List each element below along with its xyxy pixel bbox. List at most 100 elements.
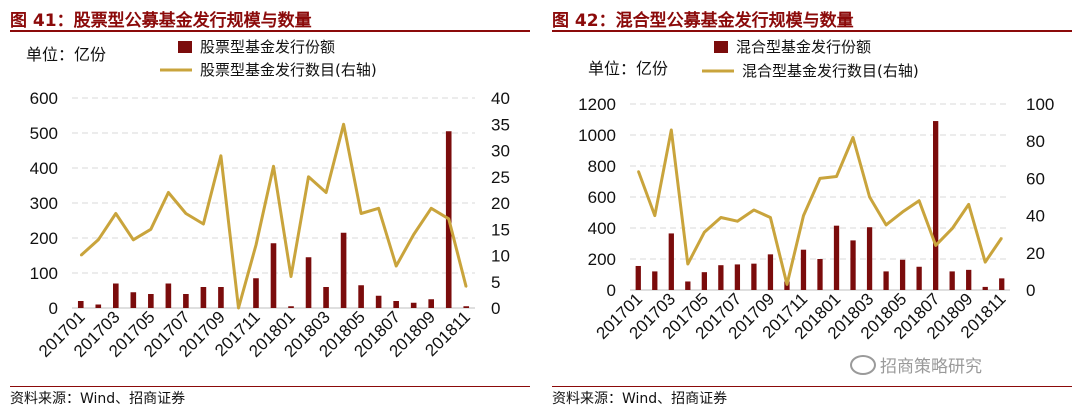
bar: [685, 281, 691, 290]
bar: [718, 265, 724, 290]
bar: [410, 302, 417, 308]
bar: [668, 233, 674, 290]
line-point: [430, 207, 432, 210]
bar: [850, 240, 856, 290]
line-point: [237, 307, 240, 309]
left-source-rule: [10, 386, 530, 387]
left-figure-panel: 图 41：股票型公募基金发行规模与数量 0 100 200 300 400 500 600 0…: [10, 0, 530, 412]
right-source-note: 资料来源：Wind、招商证券: [552, 391, 728, 407]
y-right-tick-label: 40: [491, 89, 510, 108]
y-left-tick-label: 500: [30, 124, 58, 143]
bar: [635, 265, 641, 290]
y-right-tick-label: 80: [1026, 132, 1045, 151]
line-point: [290, 275, 292, 278]
bar: [200, 287, 207, 308]
line-point: [934, 244, 937, 247]
line-point: [360, 212, 362, 215]
line-point: [465, 286, 468, 288]
legend-bar-swatch: [178, 41, 192, 53]
line-point: [132, 238, 135, 241]
line-point: [272, 165, 275, 168]
y-right-tick-label: 20: [1026, 244, 1045, 263]
bar: [428, 299, 434, 308]
y-right-tick-label: 15: [491, 220, 510, 239]
line-point: [984, 261, 987, 263]
bar: [183, 294, 189, 308]
bar: [340, 232, 347, 308]
y-left-tick-label: 400: [588, 219, 616, 238]
y-left-tick-label: 1000: [578, 126, 616, 145]
bar: [113, 283, 119, 308]
line-point: [736, 220, 739, 222]
bar: [866, 227, 873, 290]
y-left-tick-label: 600: [588, 188, 616, 207]
bar: [883, 271, 889, 290]
line-point: [769, 216, 772, 219]
y-right-tick-label: 40: [1026, 207, 1045, 226]
bar: [734, 264, 741, 290]
y-right-tick-label: 5: [491, 273, 500, 292]
line-point: [637, 170, 640, 172]
line-point: [951, 227, 953, 230]
y-right-tick-label: 0: [1026, 281, 1035, 300]
bar: [270, 243, 277, 308]
y-left-tick-label: 200: [588, 250, 616, 269]
line-point: [819, 177, 821, 180]
watermark-text: 招商策略研究: [880, 357, 982, 377]
line-point: [1000, 237, 1003, 239]
line-point: [670, 129, 673, 131]
line-point: [967, 203, 970, 206]
bar: [767, 254, 774, 290]
bar: [916, 266, 922, 290]
y-left-tick-label: 0: [49, 299, 58, 318]
bar: [375, 295, 382, 308]
legend-line-label: 混合型基金发行数目(右轴): [742, 62, 919, 80]
unit-label: 单位：亿份: [26, 45, 106, 64]
bar: [463, 306, 470, 308]
y-right-tick-label: 0: [491, 299, 500, 318]
watermark: 招商策略研究: [850, 352, 982, 377]
wechat-icon: [850, 355, 876, 375]
bar: [95, 304, 102, 308]
line-point: [653, 214, 656, 217]
right-title-rule: [552, 30, 1072, 32]
line-point: [307, 175, 310, 178]
bar: [833, 225, 840, 290]
y-right-tick-label: 25: [491, 168, 510, 187]
right-figure-panel: 图 42：混合型公募基金发行规模与数量 0 200 400 600 800 1000 120…: [552, 0, 1072, 412]
line-point: [901, 211, 904, 213]
legend-bar-label: 股票型基金发行份额: [200, 38, 335, 56]
right-source-rule: [552, 386, 1072, 387]
line-point: [786, 283, 788, 286]
bar: [393, 301, 399, 308]
y-right-tick-label: 60: [1026, 169, 1045, 188]
bar: [933, 121, 939, 290]
bar: [949, 271, 955, 290]
line-point: [342, 123, 345, 126]
left-chart: 0100200300400500600051015202530354020170…: [26, 38, 510, 361]
line-point: [703, 231, 706, 234]
bar: [77, 301, 84, 308]
y-left-tick-label: 800: [588, 157, 616, 176]
line-point: [202, 223, 205, 225]
line-point: [868, 196, 871, 198]
line-point: [167, 191, 170, 194]
line-point: [150, 228, 152, 231]
y-right-tick-label: 30: [491, 142, 510, 161]
line-point: [325, 191, 327, 194]
y-right-tick-label: 100: [1026, 95, 1054, 114]
y-left-tick-label: 300: [30, 194, 58, 213]
line-point: [395, 265, 397, 267]
legend-bar-swatch: [714, 41, 728, 53]
bar: [305, 257, 312, 308]
y-left-tick-label: 100: [30, 264, 58, 283]
line-point: [918, 199, 920, 202]
right-figure-title: 图 42：混合型公募基金发行规模与数量: [552, 11, 854, 31]
y-left-tick-label: 400: [30, 159, 58, 178]
legend-bar-label: 混合型基金发行份额: [736, 38, 871, 56]
line-point: [802, 214, 805, 217]
y-right-tick-label: 10: [491, 247, 510, 266]
y-right-tick-label: 35: [491, 115, 510, 134]
line-point: [447, 217, 450, 220]
bar: [130, 292, 137, 308]
